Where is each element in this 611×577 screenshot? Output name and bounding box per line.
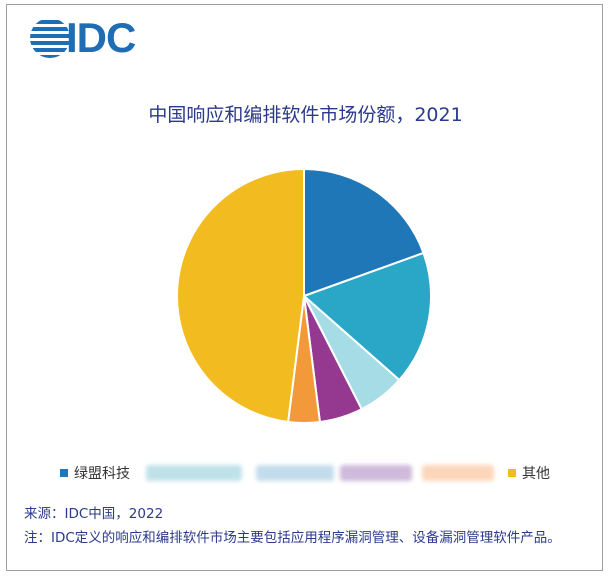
- pie-slice-0: [303, 167, 425, 298]
- source-note: 来源：IDC中国，2022: [24, 506, 164, 522]
- globe-icon: [30, 20, 70, 58]
- footnote: 注：IDC定义的响应和编排软件市场主要包括应用程序漏洞管理、设备漏洞管理软件产品…: [24, 530, 561, 546]
- redacted-legend-1: [146, 465, 242, 481]
- logo-text: IDC: [66, 14, 136, 61]
- chart-title: 中国响应和编排软件市场份额，2021: [148, 104, 463, 126]
- legend-item-other: 其他: [508, 462, 550, 484]
- legend-label-lvmeng: 绿盟科技: [74, 466, 130, 482]
- redacted-legend-4: [422, 465, 494, 481]
- legend-label-other: 其他: [522, 466, 550, 482]
- legend-item-redacted-1: [146, 462, 242, 484]
- chart-notes: 来源：IDC中国，2022 注：IDC定义的响应和编排软件市场主要包括应用程序漏…: [24, 502, 594, 550]
- legend-item-redacted-3: [340, 462, 412, 484]
- legend-swatch-lvmeng: [60, 469, 68, 477]
- redacted-legend-2: [256, 465, 334, 481]
- chart-legend: 绿盟科技 其他: [60, 462, 580, 484]
- idc-logo: [22, 14, 162, 64]
- legend-swatch-other: [508, 469, 516, 477]
- pie-slice-5: [176, 167, 305, 424]
- redacted-legend-3: [340, 465, 412, 481]
- pie-slice-1: [302, 251, 432, 382]
- legend-item-redacted-4: [422, 462, 494, 484]
- legend-item-redacted-2: [256, 462, 334, 484]
- legend-item-lvmeng: 绿盟科技: [60, 462, 130, 484]
